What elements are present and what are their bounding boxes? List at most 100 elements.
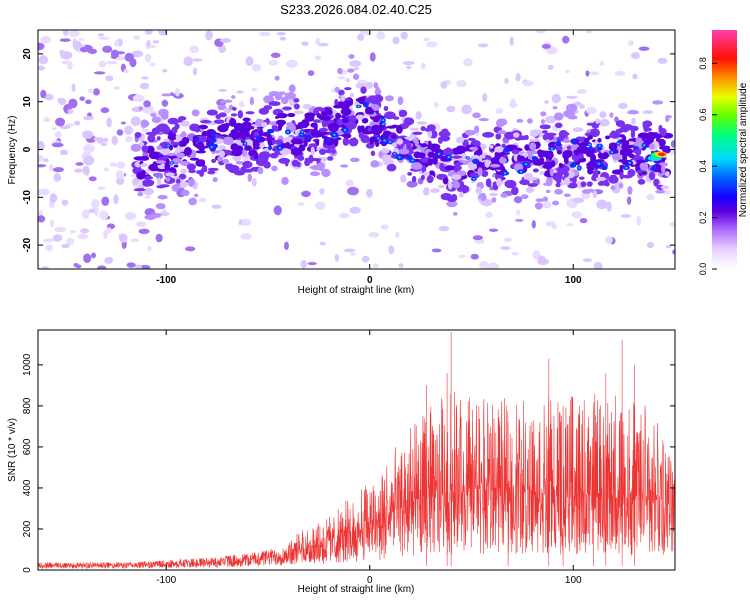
- spectrogram-cell: [230, 113, 238, 117]
- spectrogram-cell: [672, 249, 675, 255]
- spectrogram-cell: [274, 205, 281, 212]
- spectrogram-cell: [446, 195, 458, 203]
- spectrogram-cell: [597, 151, 609, 160]
- spectrogram-cell: [210, 131, 216, 137]
- spectrogram-cell: [158, 212, 170, 216]
- spectrogram-cell: [198, 197, 207, 203]
- spectrogram-cell: [472, 235, 483, 241]
- spectrogram-cell: [252, 140, 260, 149]
- spectrogram-cell: [423, 171, 430, 177]
- spectrogram-cell: [222, 99, 233, 103]
- spectrogram-cell: [233, 122, 244, 132]
- spectrogram-cell: [488, 228, 499, 232]
- spectrogram-cell: [577, 153, 584, 159]
- spectrogram-cell: [213, 119, 225, 124]
- spectrogram-cell: [115, 170, 125, 180]
- colorbar-tick-label: 0.6: [698, 109, 708, 122]
- spectrogram-cell: [514, 218, 524, 222]
- y-tick-label: 0: [22, 146, 33, 152]
- spectrogram-cell: [53, 172, 62, 182]
- spectrogram-cell: [222, 158, 230, 164]
- spectrogram-cell: [304, 159, 311, 167]
- spectrogram-cell: [412, 131, 423, 135]
- spectrogram-cell: [644, 157, 649, 163]
- spectrogram-cell: [40, 35, 52, 44]
- spectrogram-cell: [637, 178, 646, 185]
- spectrogram-cell: [381, 147, 390, 154]
- spectrogram-cell: [57, 97, 64, 103]
- spectrogram-cell: [610, 130, 616, 138]
- spectrogram-cell: [315, 37, 321, 46]
- spectrogram-cell: [545, 189, 551, 194]
- spectrogram-cell: [187, 178, 195, 187]
- spectrogram-cell: [130, 143, 142, 152]
- spectrogram-cell: [625, 166, 628, 169]
- spectrogram-cell: [333, 133, 336, 136]
- spectrogram-cell: [531, 155, 538, 161]
- spectrogram-cell: [91, 252, 96, 259]
- spectrogram-cell: [546, 46, 558, 55]
- spectrogram-cell: [349, 60, 362, 67]
- spectrogram-cell: [587, 135, 593, 140]
- spectrogram-cell: [144, 214, 157, 220]
- spectrogram-cell: [241, 128, 250, 135]
- spectrogram-cell: [138, 228, 150, 235]
- spectrogram-cell: [349, 157, 360, 163]
- spectrogram-cell: [207, 167, 219, 171]
- spectrogram-cell: [321, 168, 331, 178]
- spectrogram-cell: [155, 173, 163, 180]
- spectrogram-cell: [267, 145, 273, 151]
- spectrogram-cell: [38, 42, 45, 51]
- spectrogram-cell: [542, 196, 549, 202]
- spectrogram-cell: [511, 251, 519, 256]
- spectrogram-cell: [513, 196, 523, 204]
- spectrogram-cell: [630, 52, 640, 60]
- spectrogram-cell: [242, 117, 251, 122]
- spectrogram-cell: [181, 181, 189, 187]
- spectrogram-cell: [188, 197, 198, 206]
- spectrogram-cell: [207, 170, 216, 175]
- spectrogram-cell: [103, 167, 109, 172]
- spectrogram-cell: [596, 199, 608, 210]
- spectrogram-cell: [391, 141, 399, 148]
- spectrogram-cell: [44, 93, 54, 101]
- spectrogram-cell: [357, 105, 360, 108]
- spectrogram-cell: [293, 103, 300, 110]
- spectrogram-cell: [428, 143, 441, 150]
- spectrogram-cell: [170, 161, 174, 164]
- y-tick-label: 10: [22, 96, 33, 108]
- spectrogram-cell: [74, 168, 83, 173]
- spectrogram-cell: [189, 157, 200, 161]
- spectrogram-cell: [338, 212, 350, 219]
- y-tick-label: 1000: [22, 353, 33, 376]
- spectrogram-cell: [80, 228, 90, 234]
- spectrogram-cell: [443, 147, 454, 157]
- spectrogram-cell: [268, 60, 279, 66]
- spectrogram-cell: [217, 156, 223, 162]
- spectrogram-cell: [345, 179, 354, 187]
- spectrogram-cell: [267, 139, 273, 147]
- spectrogram-cell: [167, 153, 176, 157]
- spectrogram-cell: [148, 151, 160, 160]
- spectrogram-cell: [480, 192, 487, 201]
- spectrogram-cell: [71, 83, 76, 92]
- spectrogram-cell: [460, 147, 470, 152]
- spectrogram-cell: [147, 44, 157, 49]
- spectrogram-cell: [251, 63, 262, 72]
- spectrogram-cell: [555, 182, 561, 188]
- spectrogram-cell: [167, 133, 178, 141]
- spectrogram-cell: [301, 130, 304, 133]
- spectrogram-cell: [367, 95, 379, 104]
- spectrogram-cell: [411, 159, 414, 162]
- colorbar-tick-label: 0.0: [698, 263, 708, 276]
- spectrogram-cell: [82, 209, 90, 220]
- spectrogram-cell: [469, 172, 480, 178]
- spectrogram-cell: [544, 170, 550, 177]
- spectrogram-cell: [67, 108, 74, 114]
- colorbar-tick-label: 0.2: [698, 211, 708, 224]
- spectrogram-cell: [466, 156, 469, 159]
- spectrogram-cell: [279, 36, 287, 41]
- spectrogram-cell: [610, 151, 614, 154]
- spectrogram-cell: [396, 138, 404, 145]
- spectrogram-cell: [240, 233, 252, 240]
